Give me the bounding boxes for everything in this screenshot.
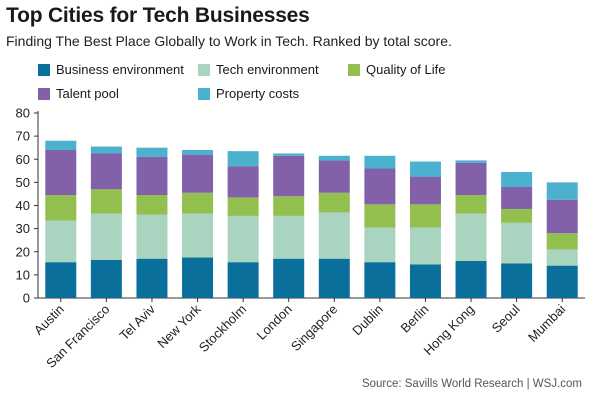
bar-segment: [227, 166, 259, 198]
y-tick-label: 30: [16, 221, 30, 236]
bar-segment: [90, 153, 122, 190]
bar-segment: [136, 147, 168, 157]
bar-segment: [45, 195, 77, 221]
chart-subtitle: Finding The Best Place Globally to Work …: [6, 33, 452, 49]
bar-segment: [318, 212, 350, 259]
bar-segment: [455, 195, 487, 214]
bar-segment: [501, 187, 533, 209]
x-tick-label: Tel Aviv: [116, 301, 158, 343]
bar-segment: [227, 215, 259, 263]
bar-segment: [409, 204, 441, 228]
bar-segment: [273, 215, 305, 259]
bar-segment: [45, 140, 77, 150]
x-tick-label: Austin: [31, 302, 67, 338]
bar-segment: [318, 155, 350, 161]
legend-item: Property costs: [198, 86, 299, 101]
y-tick-label: 50: [16, 175, 30, 190]
legend-label: Quality of Life: [366, 62, 446, 77]
y-tick-label: 0: [23, 291, 30, 306]
legend-swatch: [198, 87, 210, 100]
bar-segment: [409, 227, 441, 265]
bar-segment: [273, 153, 305, 156]
bar-segment: [136, 214, 168, 259]
bar-segment: [227, 151, 259, 167]
bar-segment: [45, 262, 77, 298]
bar-segment: [501, 171, 533, 187]
legend-item: Tech environment: [198, 62, 319, 77]
bar-segment: [318, 192, 350, 213]
y-tick-label: 60: [16, 152, 30, 167]
legend-item: Quality of Life: [348, 62, 446, 77]
x-tick-label: Singapore: [288, 302, 341, 355]
bar-segment: [455, 261, 487, 298]
bar-segment: [182, 213, 214, 258]
bar-segment: [90, 146, 122, 154]
legend-swatch: [38, 63, 50, 76]
y-tick-label: 80: [16, 106, 30, 121]
bar-segment: [227, 262, 259, 298]
bar-segment: [364, 155, 396, 169]
source-note: Source: Savills World Research | WSJ.com: [361, 378, 582, 390]
bar-segment: [501, 263, 533, 298]
legend-label: Business environment: [56, 62, 184, 77]
bar-segment: [90, 259, 122, 298]
bar-segment: [364, 262, 396, 298]
x-tick-label: London: [254, 302, 295, 343]
bar-segment: [45, 150, 77, 196]
bar-segment: [318, 160, 350, 193]
bar-segment: [182, 257, 214, 298]
bar-segment: [182, 154, 214, 193]
chart-title: Top Cities for Tech Businesses: [6, 4, 310, 27]
bar-segment: [455, 160, 487, 163]
bar-segment: [45, 220, 77, 263]
x-tick-label: Stockholm: [196, 302, 250, 356]
y-tick-label: 10: [16, 267, 30, 282]
bar-segment: [364, 168, 396, 205]
bar-segment: [546, 199, 578, 234]
y-tick-label: 70: [16, 129, 30, 144]
bar-segment: [273, 258, 305, 298]
bar-segment: [136, 195, 168, 215]
legend-label: Property costs: [216, 86, 300, 101]
legend-swatch: [38, 87, 50, 100]
legend-item: Talent pool: [38, 86, 119, 101]
bar-segment: [455, 213, 487, 261]
y-tick-label: 20: [16, 244, 30, 259]
bar-segment: [455, 162, 487, 196]
bar-segment: [546, 249, 578, 266]
x-tick-label: Seoul: [489, 301, 523, 335]
bar-segment: [227, 197, 259, 216]
bar-segment: [501, 208, 533, 223]
bar-segment: [182, 150, 214, 155]
y-tick-label: 40: [16, 198, 30, 213]
bar-segment: [409, 161, 441, 177]
legend-item: Business environment: [38, 62, 184, 77]
bar-segment: [90, 213, 122, 260]
legend-swatch: [348, 63, 360, 76]
x-tick-label: Dublin: [349, 302, 386, 339]
bar-segment: [409, 264, 441, 298]
bar-segment: [364, 204, 396, 228]
x-tick-label: Mumbai: [525, 301, 568, 344]
legend-swatch: [198, 63, 210, 76]
bar-segment: [273, 196, 305, 216]
legend-label: Tech environment: [216, 62, 319, 77]
bar-segment: [136, 258, 168, 298]
bar-segment: [409, 176, 441, 205]
bar-segment: [136, 156, 168, 196]
legend-label: Talent pool: [56, 86, 119, 101]
bar-segment: [90, 189, 122, 214]
bar-segment: [364, 227, 396, 263]
bar-segment: [546, 265, 578, 298]
bar-segment: [318, 258, 350, 298]
bar-segment: [546, 182, 578, 200]
bar-segment: [501, 222, 533, 264]
bar-segment: [546, 233, 578, 250]
bar-segment: [273, 155, 305, 197]
x-tick-label: Berlin: [397, 302, 431, 336]
bar-segment: [182, 192, 214, 214]
